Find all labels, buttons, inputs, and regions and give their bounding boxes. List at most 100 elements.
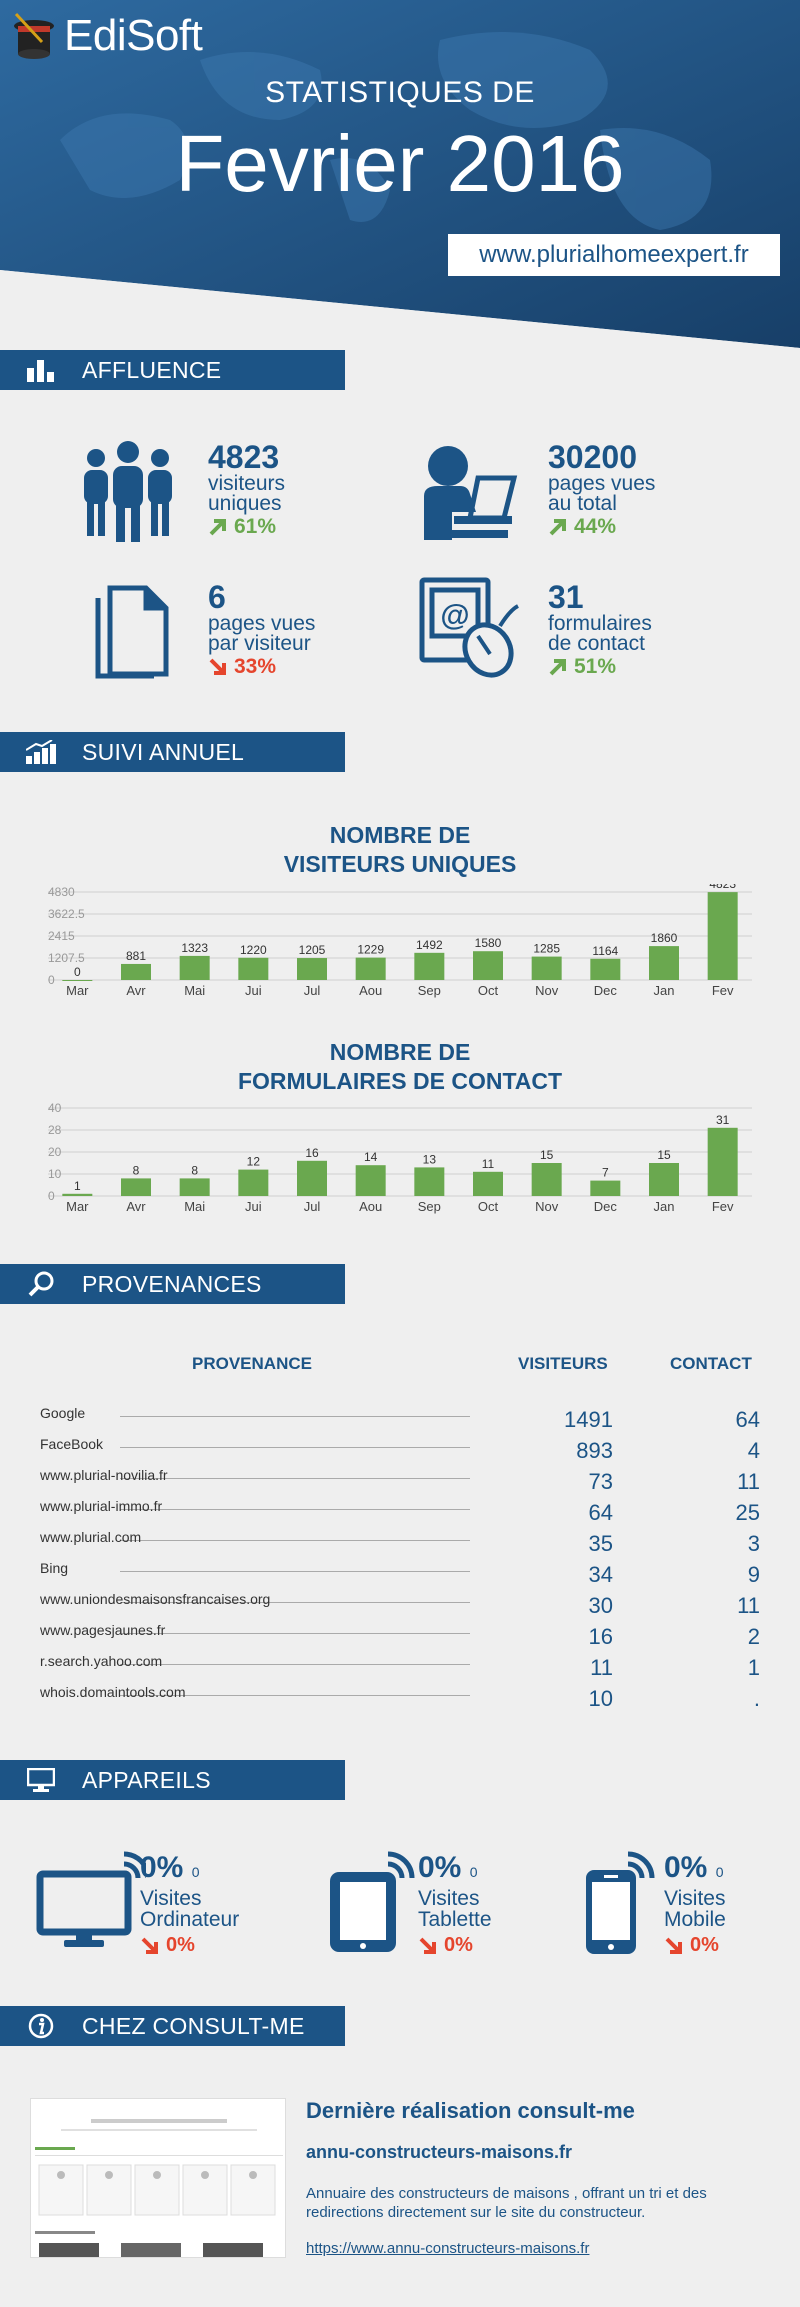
- bar: [62, 980, 93, 981]
- stat-value: 30200: [548, 439, 637, 475]
- row-source: Google: [40, 1405, 86, 1421]
- x-tick-label: Sep: [418, 1199, 441, 1214]
- chart-title-contact: NOMBRE DE FORMULAIRES DE CONTACT: [237, 1039, 563, 1094]
- row-visitors: 11: [590, 1655, 613, 1680]
- table-row: whois.domaintools.com 10.: [0, 1684, 800, 1715]
- row-contact: 9: [747, 1562, 760, 1587]
- x-tick-label: Oct: [478, 1199, 499, 1214]
- data-label: 8: [133, 1163, 140, 1177]
- row-divider: [120, 1416, 470, 1417]
- device-label: Visites: [140, 1887, 202, 1910]
- row-divider: [120, 1571, 470, 1572]
- row-visitors: 64: [588, 1500, 613, 1525]
- bar: [414, 952, 445, 980]
- section-title: PROVENANCES: [82, 1270, 262, 1297]
- x-tick-label: Nov: [535, 1199, 559, 1214]
- x-tick-label: Fev: [712, 1199, 734, 1214]
- col-header-contact: CONTACT: [670, 1354, 752, 1373]
- section-consult: CHEZ CONSULT-ME: [0, 2006, 345, 2046]
- data-label: 1229: [357, 943, 384, 957]
- data-label: 1580: [475, 936, 502, 950]
- device-count: 0: [715, 1864, 724, 1880]
- data-label: 15: [540, 1148, 554, 1162]
- svg-text:@: @: [440, 599, 469, 632]
- section-title: APPAREILS: [82, 1766, 211, 1793]
- users-icon: [84, 441, 172, 542]
- table-row: www.plurial-immo.fr 64 25: [0, 1498, 800, 1529]
- chart-title-visitors: NOMBRE DE VISITEURS UNIQUES: [283, 822, 517, 877]
- arrow-up-right-icon: [549, 659, 566, 676]
- data-label: 7: [602, 1166, 609, 1180]
- arrow-down-right-icon: [141, 1937, 158, 1954]
- tablet-icon: [330, 1851, 415, 1952]
- data-label: 14: [364, 1150, 378, 1164]
- header-month: Fevrier 2016: [175, 119, 625, 208]
- info-icon: [28, 2013, 54, 2039]
- thumbnail-image: [31, 2099, 285, 2257]
- row-divider: [120, 1602, 470, 1603]
- x-tick-label: Mai: [184, 983, 205, 998]
- stat-label: pages vues: [548, 472, 656, 495]
- stat-pages: 30200 pages vues au total 44%: [548, 440, 655, 540]
- data-label: 1285: [533, 942, 560, 956]
- table-row: www.pagesjaunes.fr 16 2: [0, 1622, 800, 1653]
- x-tick-label: Aou: [359, 1199, 382, 1214]
- consult-site-link[interactable]: https://www.annu-constructeurs-maisons.f…: [306, 2240, 590, 2257]
- device-label: Visites: [418, 1887, 480, 1910]
- arrow-down-right-icon: [665, 1937, 682, 1954]
- data-label: 16: [305, 1146, 319, 1160]
- device-label: Tablette: [418, 1908, 492, 1931]
- data-label: 1164: [592, 944, 618, 958]
- section-title: CHEZ CONSULT-ME: [82, 2012, 305, 2039]
- stat-change: 61%: [208, 514, 285, 540]
- desktop-icon: [36, 1851, 146, 1947]
- row-visitors: 893: [576, 1438, 613, 1463]
- device-change: 0%: [140, 1934, 239, 1957]
- section-title: AFFLUENCE: [82, 356, 222, 383]
- bar: [707, 892, 738, 980]
- logo[interactable]: EdiSoft: [12, 6, 203, 66]
- y-tick-label: 40: [48, 1101, 62, 1115]
- x-tick-label: Fev: [712, 983, 734, 998]
- row-visitors: 10: [588, 1686, 613, 1711]
- x-tick-label: Jui: [245, 983, 262, 998]
- y-tick-label: 4830: [48, 885, 75, 899]
- stat-value: 6: [208, 579, 226, 615]
- col-header-source: PROVENANCE: [192, 1354, 312, 1373]
- bar: [297, 958, 327, 980]
- website-screenshot-thumbnail[interactable]: [30, 2098, 286, 2258]
- section-appareils: APPAREILS: [0, 1760, 345, 1800]
- stat-label: de contact: [548, 632, 645, 655]
- table-row: www.plurial-novilia.fr 73 11: [0, 1467, 800, 1498]
- device-count: 0: [191, 1864, 200, 1880]
- bar: [707, 1127, 738, 1196]
- section-title: SUIVI ANNUEL: [82, 738, 245, 765]
- row-divider: [120, 1540, 470, 1541]
- data-label: 0: [74, 965, 81, 979]
- bar: [649, 1163, 679, 1196]
- header-subtitle: STATISTIQUES DE: [265, 76, 535, 109]
- bar-chart-contact: 0 10 20 28 40 1 Mar 8 Avr 8 Mai 12 Jui 16 Jul 14 Aou 13 Se…: [48, 1101, 752, 1214]
- arrow-up-right-icon: [209, 519, 226, 536]
- bar-chart-visitors: 01207.524153622.548300Mar881Avr1323Mai12…: [48, 884, 752, 998]
- header-url-link[interactable]: www.plurialhomeexpert.fr: [448, 234, 780, 276]
- row-contact: 2: [747, 1624, 760, 1649]
- x-tick-label: Avr: [126, 1199, 146, 1214]
- data-label: 13: [423, 1152, 437, 1166]
- monitor-icon: [27, 1768, 55, 1792]
- consult-title: Dernière réalisation consult-me: [306, 2098, 635, 2123]
- row-contact: 64: [735, 1407, 760, 1432]
- bar: [355, 1165, 386, 1196]
- x-tick-label: Jan: [654, 983, 675, 998]
- row-source: whois.domaintools.com: [40, 1684, 186, 1700]
- y-tick-label: 2415: [48, 929, 75, 943]
- data-label: 11: [482, 1157, 495, 1171]
- row-source: www.uniondesmaisonsfrancaises.org: [40, 1591, 271, 1607]
- x-tick-label: Dec: [594, 983, 618, 998]
- section-provenances: PROVENANCES: [0, 1264, 345, 1304]
- stat-label: au total: [548, 492, 617, 515]
- row-source: r.search.yahoo.com: [40, 1653, 163, 1669]
- bar: [238, 1169, 269, 1196]
- y-tick-label: 10: [48, 1167, 62, 1181]
- row-source: Bing: [40, 1560, 69, 1576]
